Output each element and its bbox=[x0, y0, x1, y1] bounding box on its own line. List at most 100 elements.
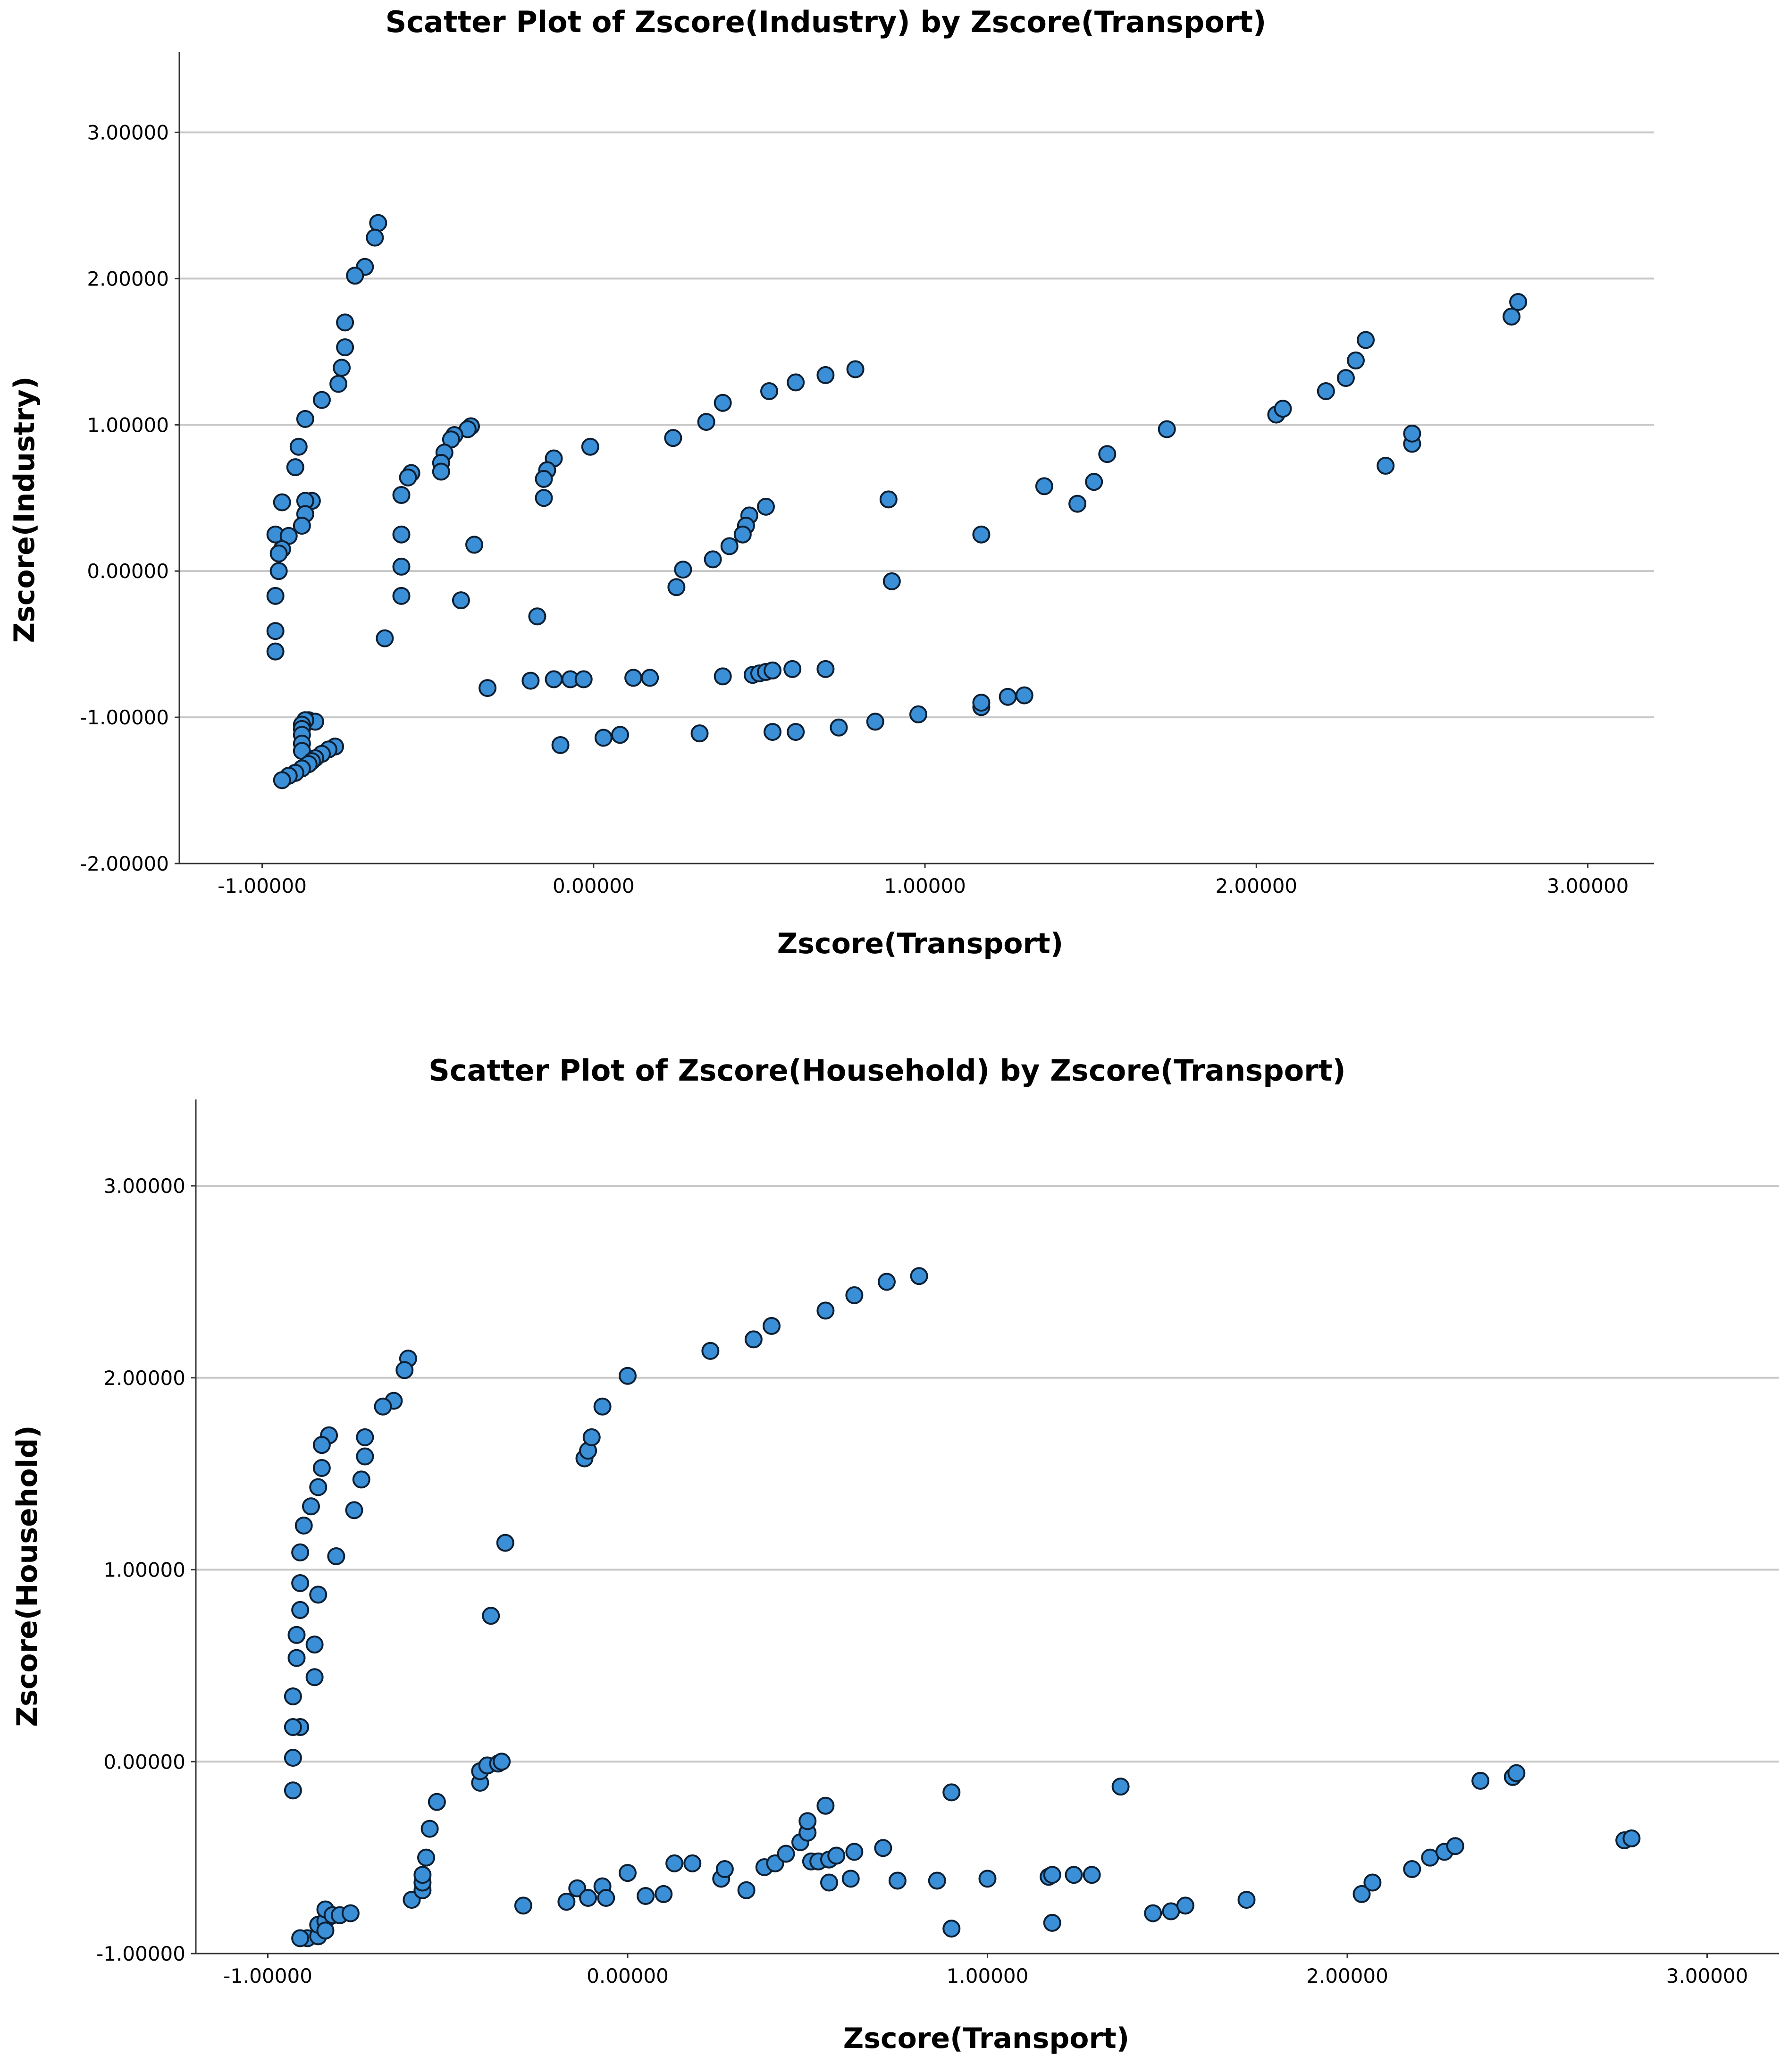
scatter-point bbox=[273, 771, 291, 789]
scatter-point bbox=[1352, 1885, 1371, 1903]
y-tick-label: 2.00000 bbox=[103, 1367, 185, 1390]
scatter-point bbox=[1622, 1829, 1641, 1847]
scatter-point bbox=[266, 642, 285, 661]
x-tick-label: -1.00000 bbox=[218, 874, 307, 898]
y-tick-label: 0.00000 bbox=[87, 560, 169, 583]
scatter-point bbox=[312, 1436, 331, 1454]
scatter-point bbox=[910, 1267, 928, 1285]
scatter-point bbox=[999, 688, 1017, 706]
scatter-point bbox=[582, 1428, 601, 1446]
scatter-point bbox=[841, 1870, 860, 1888]
scatter-point bbox=[972, 525, 991, 544]
scatter-point bbox=[978, 1870, 997, 1888]
scatter-point bbox=[312, 391, 331, 409]
scatter-point bbox=[697, 413, 715, 431]
scatter-point bbox=[597, 1889, 615, 1907]
gridlines bbox=[179, 131, 1654, 719]
scatter-point bbox=[1085, 473, 1103, 491]
x-tick-label: 3.00000 bbox=[1547, 874, 1629, 898]
scatter-point bbox=[1403, 424, 1421, 443]
scatter-point bbox=[336, 338, 354, 357]
scatter-point bbox=[289, 437, 308, 456]
scatter-point bbox=[399, 468, 417, 487]
axes bbox=[178, 52, 1654, 864]
scatter-point bbox=[1176, 1896, 1194, 1915]
y-ticks: -2.00000 -1.00000 0.00000 1.00000 2.00000 3.0… bbox=[80, 121, 179, 875]
scatter-point bbox=[417, 1848, 435, 1867]
scatter-point bbox=[1144, 1904, 1162, 1922]
scatter-point bbox=[392, 525, 411, 544]
x-ticks: -1.00000 0.00000 1.00000 2.00000 3.00000 bbox=[223, 1954, 1748, 1988]
x-ticks: -1.00000 0.00000 1.00000 2.00000 3.00000 bbox=[218, 864, 1629, 898]
chart-title: Scatter Plot of Zscore(Industry) by Zsco… bbox=[386, 5, 1267, 39]
scatter-point bbox=[972, 694, 991, 712]
scatter-point bbox=[1035, 477, 1053, 495]
scatter-point bbox=[1336, 369, 1355, 387]
scatter-point bbox=[432, 462, 450, 481]
scatter-point bbox=[1237, 1891, 1256, 1909]
chart-svg-industry: Scatter Plot of Zscore(Industry) by Zsco… bbox=[8, 5, 1654, 960]
scatter-point bbox=[816, 660, 835, 678]
scatter-point bbox=[395, 1361, 414, 1379]
scatter-point bbox=[830, 718, 848, 737]
scatter-point bbox=[420, 1820, 439, 1838]
scatter-point bbox=[296, 410, 314, 428]
y-tick-label: 2.00000 bbox=[87, 267, 169, 290]
scatter-point bbox=[733, 525, 752, 544]
scatter-point bbox=[545, 670, 563, 688]
scatter-point bbox=[269, 544, 288, 562]
scatter-point bbox=[701, 1342, 720, 1360]
scatter-chart-industry: Scatter Plot of Zscore(Industry) by Zsco… bbox=[0, 0, 1789, 981]
scatter-point bbox=[594, 729, 613, 747]
scatter-point bbox=[514, 1896, 532, 1915]
scatter-point bbox=[376, 629, 394, 647]
scatter-point bbox=[312, 1459, 331, 1477]
scatter-point bbox=[611, 726, 629, 744]
scatter-point bbox=[720, 537, 739, 555]
y-tick-label: 3.00000 bbox=[87, 121, 169, 144]
scatter-point bbox=[1274, 400, 1292, 418]
y-axis-label: Zscore(Industry) bbox=[8, 377, 41, 643]
chart-svg-household: Scatter Plot of Zscore(Household) by Zsc… bbox=[11, 1053, 1779, 2055]
scatter-point bbox=[637, 1887, 655, 1905]
y-tick-label: -2.00000 bbox=[80, 852, 169, 875]
scatter-point bbox=[1158, 420, 1176, 438]
scatter-point bbox=[581, 437, 599, 456]
scatter-point bbox=[291, 1543, 310, 1561]
scatter-point bbox=[557, 1893, 576, 1911]
scatter-point bbox=[1083, 1866, 1101, 1884]
scatter-point bbox=[878, 1273, 896, 1291]
scatter-point bbox=[528, 607, 546, 626]
scatter-point bbox=[392, 486, 411, 504]
scatter-point bbox=[284, 1749, 302, 1767]
scatter-point bbox=[302, 1497, 320, 1516]
scatter-point bbox=[493, 1753, 511, 1771]
y-tick-label: 1.00000 bbox=[87, 413, 169, 436]
scatter-point bbox=[1503, 307, 1521, 326]
scatter-point bbox=[496, 1534, 514, 1552]
scatter-point bbox=[269, 562, 288, 580]
scatter-point bbox=[1098, 445, 1117, 463]
scatter-point bbox=[1507, 1764, 1526, 1782]
scatter-point bbox=[763, 1317, 781, 1335]
scatter-point bbox=[942, 1920, 961, 1938]
scatter-point bbox=[1068, 495, 1087, 513]
scatter-point bbox=[574, 670, 593, 688]
scatter-point bbox=[1363, 1873, 1382, 1892]
scatter-point bbox=[309, 1585, 328, 1604]
scatter-point bbox=[690, 724, 709, 743]
y-axis-label: Zscore(Household) bbox=[11, 1425, 44, 1727]
x-tick-label: 0.00000 bbox=[587, 1964, 669, 1988]
scatter-point bbox=[619, 1864, 637, 1882]
scatter-point bbox=[352, 1470, 370, 1489]
scatter-point bbox=[714, 667, 732, 686]
scatter-point bbox=[329, 375, 348, 393]
scatter-point bbox=[369, 214, 387, 232]
scatter-point bbox=[664, 429, 682, 447]
scatter-point bbox=[787, 723, 805, 741]
scatter-point bbox=[327, 1547, 345, 1566]
scatter-point bbox=[1509, 293, 1528, 311]
scatter-point bbox=[392, 557, 411, 576]
chart-title: Scatter Plot of Zscore(Household) by Zsc… bbox=[428, 1053, 1345, 1088]
scatter-point bbox=[287, 1649, 306, 1667]
